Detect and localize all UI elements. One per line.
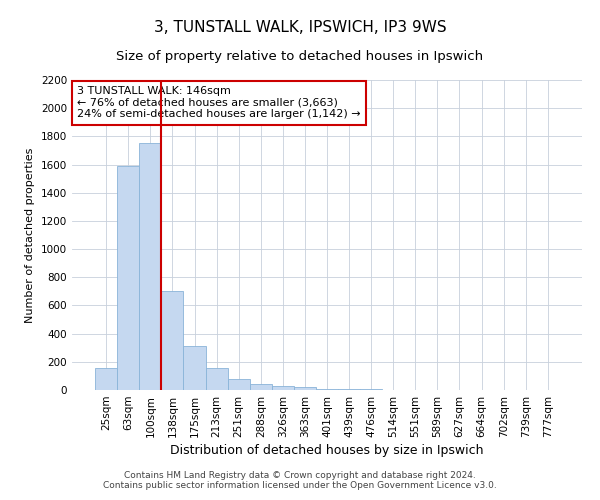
Bar: [227, 378, 250, 390]
Text: Size of property relative to detached houses in Ipswich: Size of property relative to detached ho…: [116, 50, 484, 63]
Bar: [316, 388, 338, 390]
Text: 3 TUNSTALL WALK: 146sqm
← 76% of detached houses are smaller (3,663)
24% of semi: 3 TUNSTALL WALK: 146sqm ← 76% of detache…: [77, 86, 361, 120]
Text: 3, TUNSTALL WALK, IPSWICH, IP3 9WS: 3, TUNSTALL WALK, IPSWICH, IP3 9WS: [154, 20, 446, 35]
Bar: [139, 144, 161, 390]
Bar: [360, 388, 382, 390]
Bar: [184, 346, 206, 390]
Bar: [294, 387, 316, 390]
Bar: [117, 166, 139, 390]
Bar: [161, 292, 184, 390]
Text: Contains HM Land Registry data © Crown copyright and database right 2024.
Contai: Contains HM Land Registry data © Crown c…: [103, 470, 497, 490]
Bar: [206, 368, 227, 390]
X-axis label: Distribution of detached houses by size in Ipswich: Distribution of detached houses by size …: [170, 444, 484, 457]
Y-axis label: Number of detached properties: Number of detached properties: [25, 148, 35, 322]
Bar: [95, 368, 117, 390]
Bar: [272, 386, 294, 390]
Bar: [250, 384, 272, 390]
